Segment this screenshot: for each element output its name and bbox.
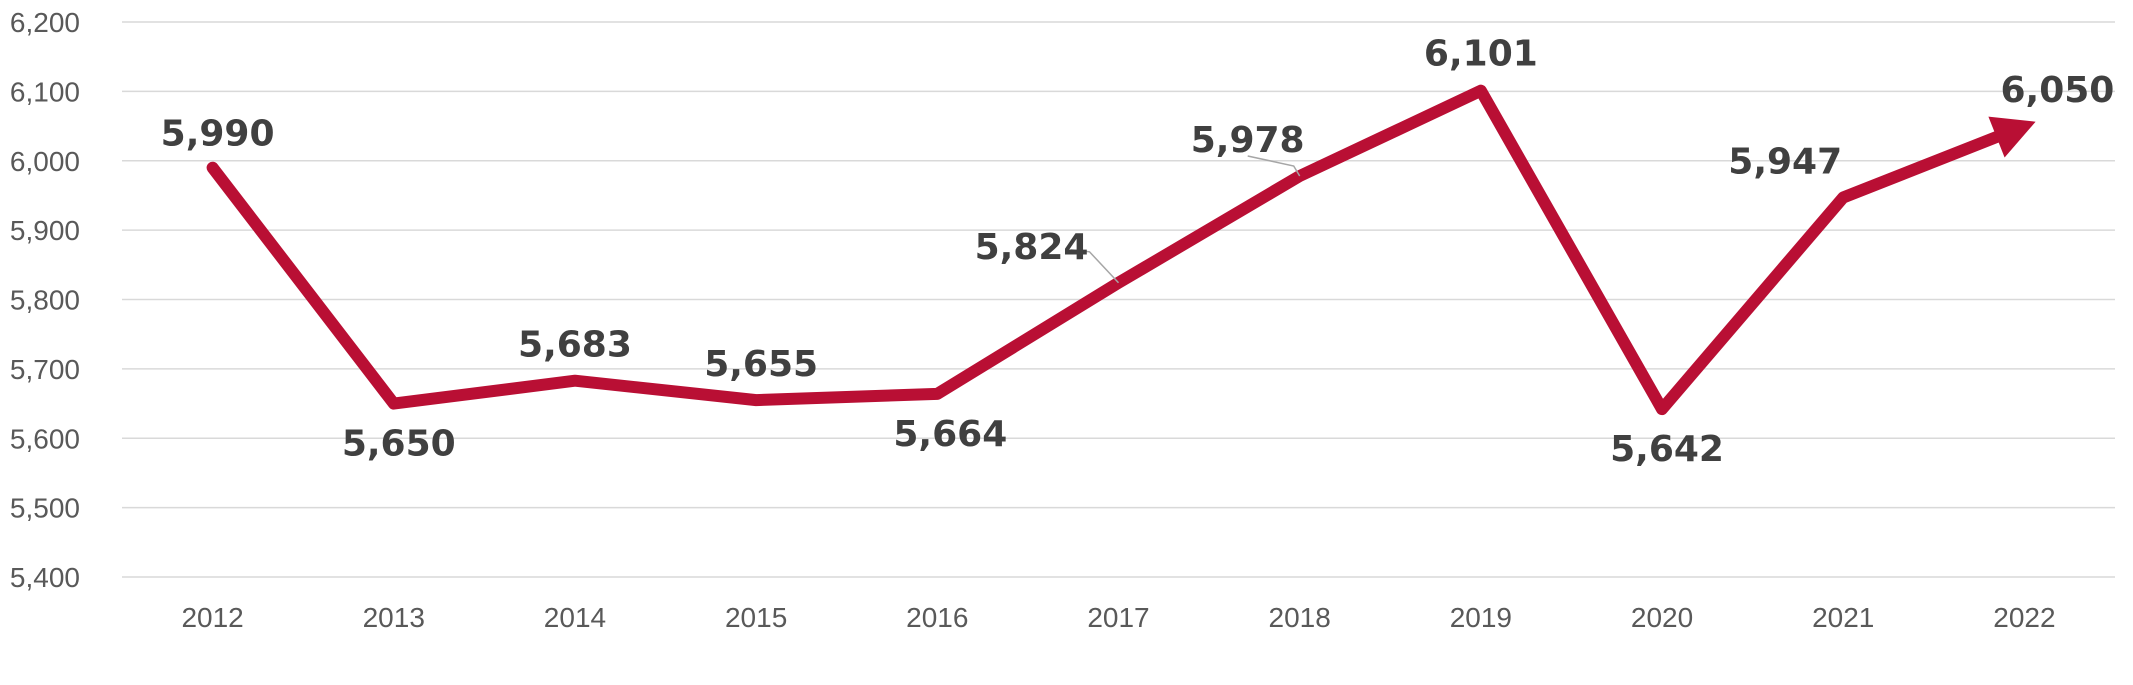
y-tick-label: 6,200 xyxy=(10,7,80,38)
y-tick-label: 6,000 xyxy=(10,146,80,177)
y-tick-label: 5,600 xyxy=(10,423,80,454)
x-tick-label: 2016 xyxy=(906,602,968,633)
data-label: 5,642 xyxy=(1610,429,1724,470)
x-tick-label: 2017 xyxy=(1087,602,1149,633)
y-tick-label: 5,500 xyxy=(10,493,80,524)
y-tick-label: 5,700 xyxy=(10,354,80,385)
data-labels: 5,990 5,650 5,683 5,655 5,664 5,824 5,978 6,101… xyxy=(161,34,2115,470)
data-label: 5,824 xyxy=(975,227,1089,268)
y-tick-label: 6,100 xyxy=(10,76,80,107)
data-label: 5,650 xyxy=(342,424,456,465)
y-tick-label: 5,800 xyxy=(10,285,80,316)
label-leader-line xyxy=(1070,249,1120,284)
x-tick-label: 2015 xyxy=(725,602,787,633)
x-axis-ticks: 2012 2013 2014 2015 2016 2017 2018 2019 2020 2021… xyxy=(181,602,2055,633)
x-tick-label: 2022 xyxy=(1993,602,2055,633)
x-tick-label: 2021 xyxy=(1812,602,1874,633)
x-tick-label: 2020 xyxy=(1631,602,1693,633)
x-tick-label: 2014 xyxy=(544,602,606,633)
data-label: 5,978 xyxy=(1191,120,1305,161)
data-label: 5,947 xyxy=(1728,142,1842,183)
series-arrowhead xyxy=(1988,116,2036,158)
data-label: 5,664 xyxy=(893,414,1007,455)
series-polyline xyxy=(206,84,2007,416)
x-tick-label: 2019 xyxy=(1450,602,1512,633)
data-label: 5,655 xyxy=(704,344,818,385)
data-label: 5,990 xyxy=(161,114,275,155)
y-tick-label: 5,900 xyxy=(10,215,80,246)
y-axis-ticks: 5,400 5,500 5,600 5,700 5,800 5,900 6,000 6,100… xyxy=(10,7,80,593)
x-tick-label: 2012 xyxy=(181,602,243,633)
x-tick-label: 2018 xyxy=(1269,602,1331,633)
data-label: 5,683 xyxy=(518,325,632,366)
label-leader-line xyxy=(1247,155,1301,177)
data-label: 6,101 xyxy=(1424,34,1538,75)
gridlines xyxy=(122,21,2115,578)
x-tick-label: 2013 xyxy=(363,602,425,633)
series-line xyxy=(206,84,2036,416)
y-tick-label: 5,400 xyxy=(10,562,80,593)
data-label: 6,050 xyxy=(2000,70,2114,111)
